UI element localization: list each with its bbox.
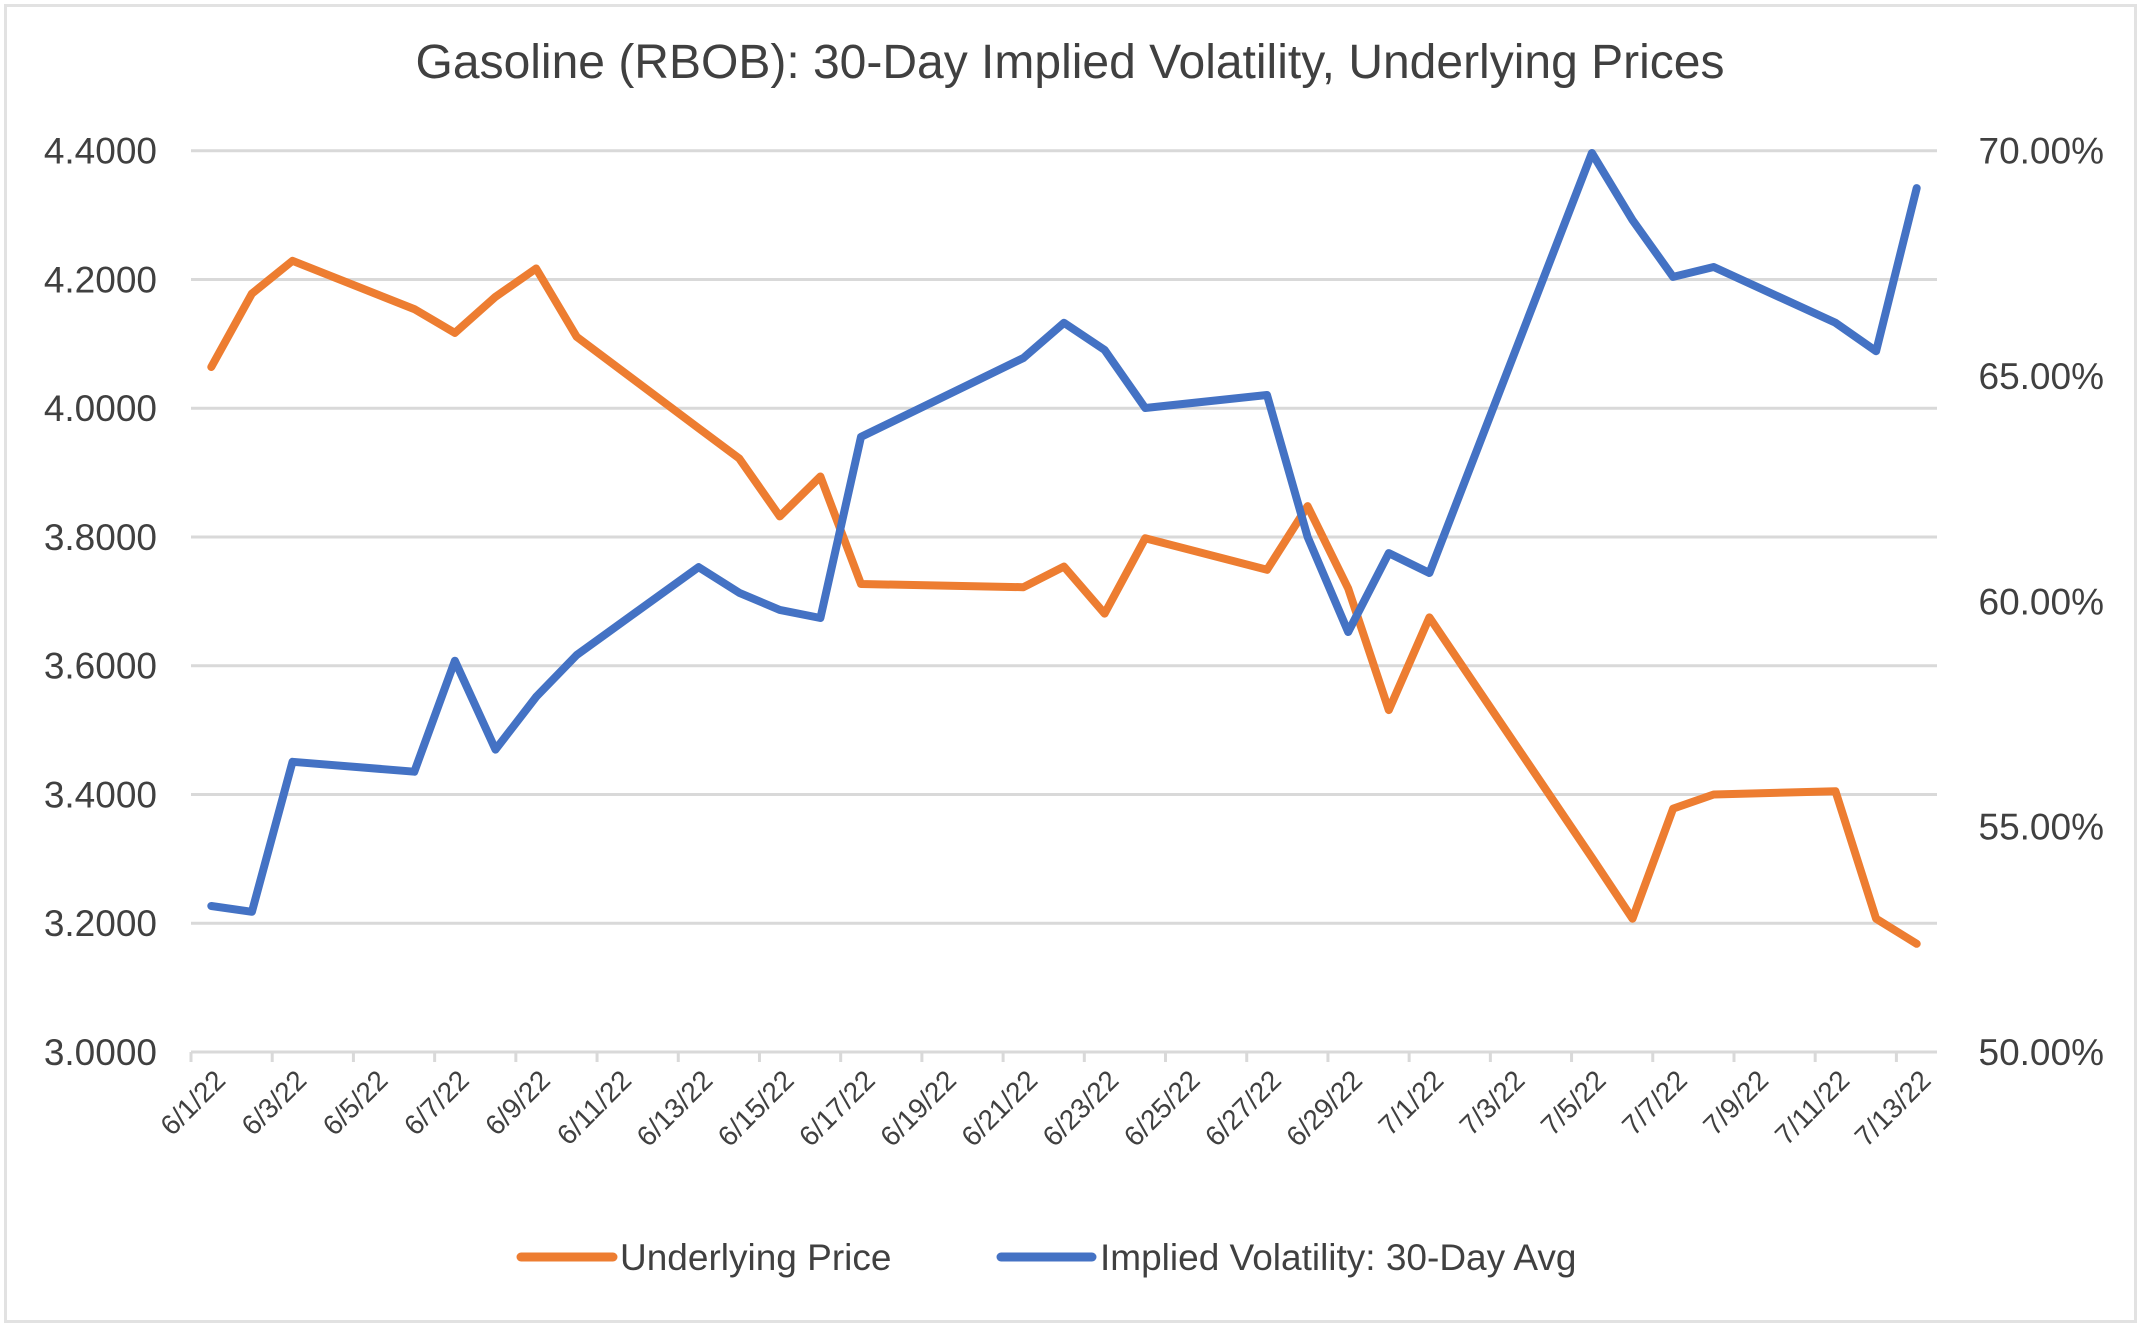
chart-title: Gasoline (RBOB): 30-Day Implied Volatili… <box>416 36 1725 89</box>
x-tick-label: 7/5/22 <box>1535 1064 1612 1141</box>
gridlines <box>191 149 1937 1054</box>
x-axis: 6/1/22 6/3/22 6/5/22 6/7/22 6/9/226/11/226/1… <box>154 1052 1937 1152</box>
x-tick-label: 6/25/22 <box>1118 1064 1206 1152</box>
x-tick-label: 7/7/22 <box>1616 1064 1693 1141</box>
x-tick-label: 6/5/22 <box>317 1064 394 1141</box>
series-line-implied-volatility <box>207 149 1921 916</box>
x-tick-label: 6/15/22 <box>712 1064 800 1152</box>
y-axis-right: 50.00% 55.00% 60.00% 65.00% 70.00% <box>1979 131 2105 1073</box>
y-left-tick-label: 3.2000 <box>44 903 157 944</box>
y-left-tick-label: 3.8000 <box>44 517 157 558</box>
x-tick-label: 6/23/22 <box>1037 1064 1125 1152</box>
x-tick-label: 6/19/22 <box>874 1064 962 1152</box>
y-left-tick-label: 3.4000 <box>44 774 157 815</box>
series-group <box>207 149 1921 948</box>
y-right-tick-label: 70.00% <box>1979 131 2105 172</box>
chart-frame <box>4 4 2137 1323</box>
legend-label-underlying-price: Underlying Price <box>620 1237 891 1278</box>
y-left-tick-label: 4.4000 <box>44 131 157 172</box>
x-tick-label: 6/11/22 <box>551 1064 638 1151</box>
x-tick-label: 6/13/22 <box>631 1064 719 1152</box>
legend-item-implied-volatility[interactable]: Implied Volatility: 30-Day Avg <box>996 1237 1576 1278</box>
x-tick-label: 6/17/22 <box>793 1064 881 1152</box>
legend: Underlying Price Implied Volatility: 30-… <box>516 1237 1576 1278</box>
x-tick-label: 7/9/22 <box>1697 1064 1774 1141</box>
x-tick-label: 7/3/22 <box>1454 1064 1531 1141</box>
x-tick-label: 6/29/22 <box>1280 1064 1368 1152</box>
y-left-tick-label: 4.0000 <box>44 388 157 429</box>
x-tick-label: 7/13/22 <box>1849 1064 1937 1152</box>
series-line-underlying-price <box>207 256 1921 948</box>
x-tick-label: 6/3/22 <box>235 1064 312 1141</box>
x-tick-label: 6/9/22 <box>479 1064 556 1141</box>
legend-label-implied-volatility: Implied Volatility: 30-Day Avg <box>1100 1237 1576 1278</box>
y-right-tick-label: 60.00% <box>1979 581 2105 622</box>
y-left-tick-label: 4.2000 <box>44 259 157 300</box>
y-left-tick-label: 3.0000 <box>44 1032 157 1073</box>
y-left-tick-label: 3.6000 <box>44 646 157 687</box>
y-right-tick-label: 50.00% <box>1979 1032 2105 1073</box>
x-tick-label: 6/27/22 <box>1199 1064 1287 1152</box>
x-tick-label: 6/1/22 <box>154 1064 231 1141</box>
x-tick-label: 6/7/22 <box>398 1064 475 1141</box>
x-tick-label: 6/21/22 <box>955 1064 1043 1152</box>
legend-item-underlying-price[interactable]: Underlying Price <box>516 1237 891 1278</box>
x-tick-label: 7/1/22 <box>1372 1064 1449 1141</box>
x-tick-label: 7/11/22 <box>1769 1064 1856 1151</box>
y-axis-left: 3.0000 3.2000 3.4000 3.6000 3.8000 4.0000 4.20… <box>44 131 157 1073</box>
y-right-tick-label: 65.00% <box>1979 356 2105 397</box>
y-right-tick-label: 55.00% <box>1979 807 2105 848</box>
